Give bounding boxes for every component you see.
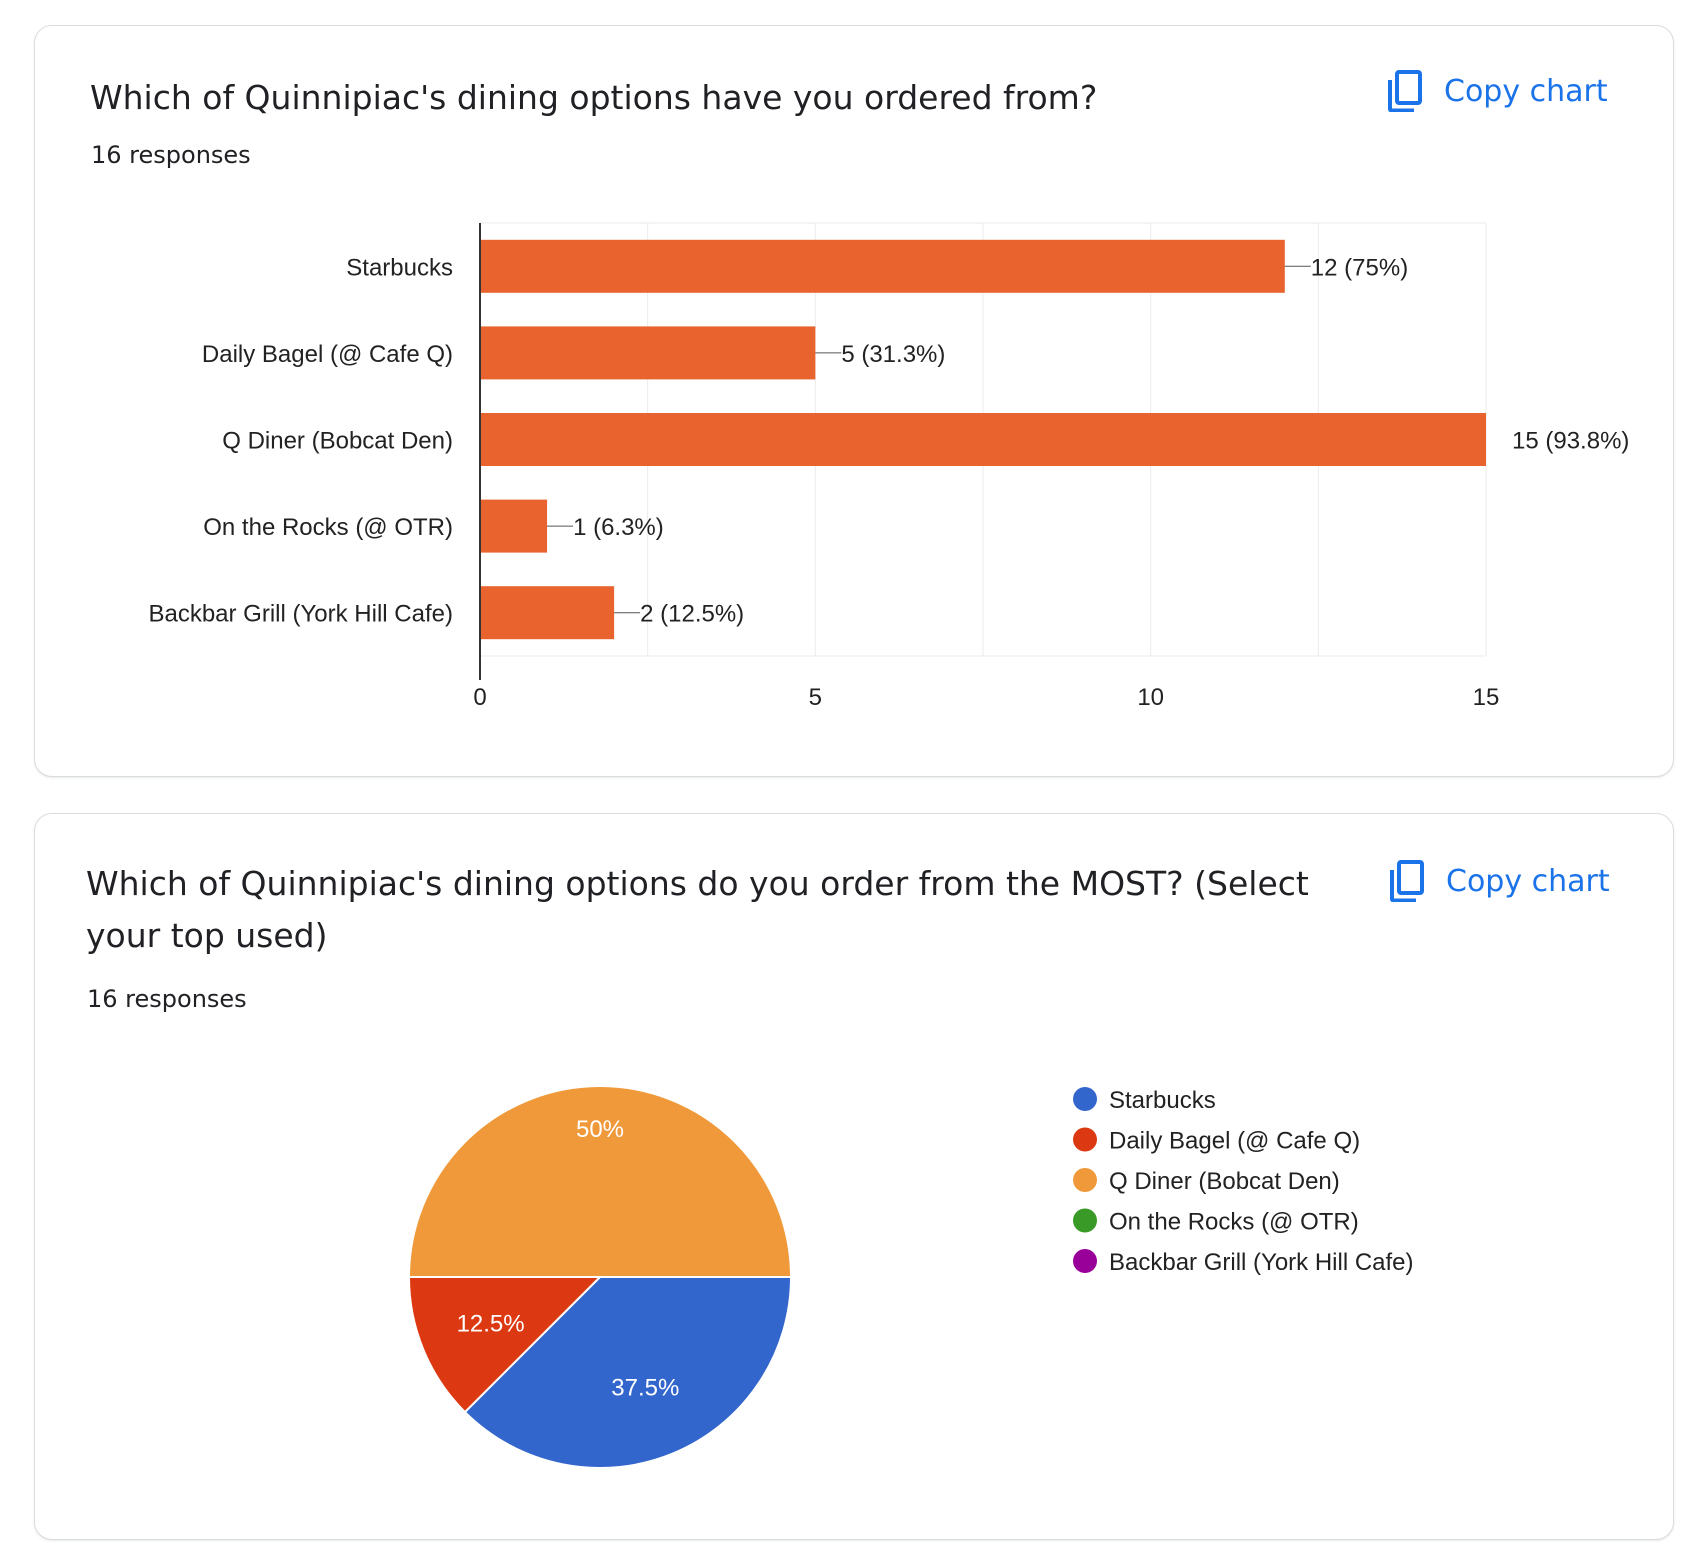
- legend-swatch: [1073, 1208, 1097, 1233]
- pie-chart: 37.5% 12.5% 50% Starbucks Daily Bagel (@ Caf…: [407, 1085, 1414, 1469]
- legend-label: On the Rocks (@ OTR): [1109, 1209, 1359, 1236]
- category-label: Backbar Grill (York Hill Cafe): [148, 601, 453, 628]
- legend-label: Starbucks: [1109, 1087, 1216, 1114]
- copy-chart-button[interactable]: Copy chart: [1390, 860, 1610, 902]
- bar: [480, 499, 548, 553]
- copy-chart-label: Copy chart: [1444, 73, 1608, 109]
- legend-label: Backbar Grill (York Hill Cafe): [1109, 1249, 1414, 1276]
- bar-chart: Starbucks 12 (75%) Daily Bagel (@ Cafe Q) 5…: [148, 222, 1629, 711]
- legend-swatch: [1073, 1249, 1097, 1273]
- slice-label: 37.5%: [611, 1374, 679, 1401]
- data-label: 2 (12.5%): [640, 601, 744, 628]
- legend-label: Daily Bagel (@ Cafe Q): [1109, 1128, 1360, 1155]
- x-tick-label: 15: [1473, 684, 1500, 711]
- pie-slice: [463, 1276, 793, 1469]
- x-tick-label: 0: [473, 684, 486, 711]
- copy-chart-label: Copy chart: [1446, 863, 1610, 899]
- category-label: On the Rocks (@ OTR): [203, 514, 453, 541]
- slice-label: 12.5%: [457, 1310, 525, 1337]
- pie-slice: [407, 1276, 603, 1414]
- x-tick-label: 5: [809, 684, 822, 711]
- question-card-order-most: Which of Quinnipiac's dining options do …: [34, 813, 1674, 1540]
- legend-swatch: [1073, 1087, 1097, 1111]
- legend-swatch: [1073, 1127, 1097, 1152]
- response-count: 16 responses: [87, 985, 247, 1013]
- question-title: Which of Quinnipiac's dining options do …: [86, 864, 1309, 955]
- question-title: Which of Quinnipiac's dining options hav…: [90, 78, 1098, 117]
- data-label: 5 (31.3%): [841, 341, 945, 368]
- legend-label: Q Diner (Bobcat Den): [1109, 1168, 1340, 1195]
- bar: [480, 586, 615, 640]
- response-count: 16 responses: [91, 141, 251, 169]
- data-label: 15 (93.8%): [1512, 428, 1629, 455]
- pie-slice: [407, 1085, 793, 1278]
- category-label: Starbucks: [346, 254, 453, 281]
- x-tick-label: 10: [1137, 684, 1164, 711]
- copy-chart-button[interactable]: Copy chart: [1388, 70, 1608, 112]
- copy-icon: [1390, 860, 1424, 902]
- data-label: 1 (6.3%): [573, 514, 664, 541]
- category-label: Daily Bagel (@ Cafe Q): [202, 341, 453, 368]
- bar: [480, 413, 1486, 466]
- legend-swatch: [1073, 1168, 1097, 1192]
- slice-label: 50%: [576, 1116, 624, 1143]
- category-label: Q Diner (Bobcat Den): [222, 428, 453, 455]
- question-card-ordered-from: Which of Quinnipiac's dining options hav…: [34, 25, 1674, 777]
- bar: [480, 326, 816, 380]
- copy-icon: [1388, 70, 1422, 112]
- bar: [480, 239, 1285, 293]
- data-label: 12 (75%): [1311, 254, 1408, 281]
